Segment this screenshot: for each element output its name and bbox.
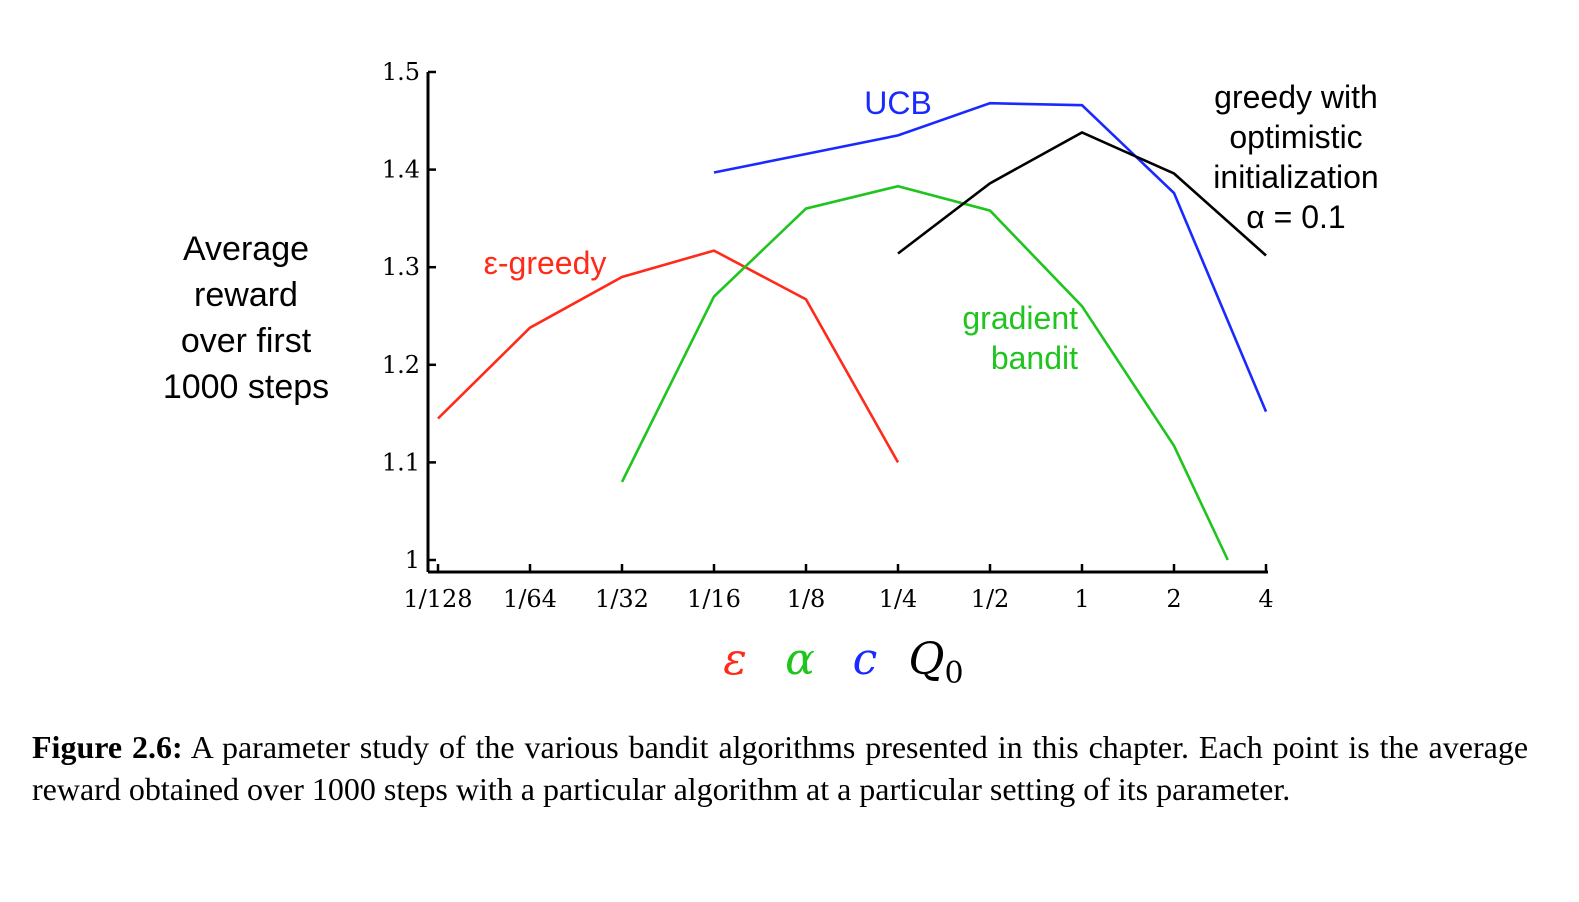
y-tick-label: 1.3 xyxy=(382,253,420,281)
series-labels: ε-greedy UCB gradient bandit greedy with opti… xyxy=(484,79,1379,376)
series-label-line: α = 0.1 xyxy=(1246,199,1345,235)
parameter-symbol-glyph: ε xyxy=(723,634,747,685)
y-axis-label-line: over first xyxy=(181,322,312,360)
parameter-symbol-0: ε xyxy=(723,634,747,685)
y-tick-label: 1 xyxy=(405,546,420,574)
y-tick-label: 1.2 xyxy=(382,351,420,379)
parameter-symbol-3: Q0 xyxy=(908,634,963,691)
series-label-line: gradient xyxy=(962,300,1078,336)
axes: 1 1.1 1.2 1.3 1.4 1.5 1/128 1/64 1/32 1/16 1/8 1/4 1… xyxy=(382,58,1274,613)
series-label-1: UCB xyxy=(864,85,932,121)
series-label-0: ε-greedy xyxy=(484,245,607,281)
parameter-symbol-glyph: α xyxy=(785,634,815,685)
series-label-line: initialization xyxy=(1213,159,1378,195)
series-label-line: bandit xyxy=(991,340,1078,376)
x-tick-label: 2 xyxy=(1166,585,1181,613)
series-label-line: ε-greedy xyxy=(484,245,607,281)
parameter-symbol-glyph: c xyxy=(853,634,878,685)
y-axis-label-line: Average xyxy=(183,230,309,268)
parameter-symbol-glyph: Q xyxy=(908,634,944,685)
caption-text: A parameter study of the various bandit … xyxy=(32,729,1529,807)
y-tick-label: 1.1 xyxy=(382,448,420,476)
x-tick-label: 4 xyxy=(1258,585,1273,613)
x-tick-label: 1/8 xyxy=(787,585,826,613)
y-axis-label-line: reward xyxy=(194,276,298,314)
x-tick-label: 1/2 xyxy=(971,585,1010,613)
x-tick-label: 1 xyxy=(1074,585,1089,613)
series-lines xyxy=(437,101,1268,561)
parameter-symbol-1: α xyxy=(785,634,815,685)
caption-label: Figure 2.6: xyxy=(32,729,183,765)
series-line-2 xyxy=(620,184,1229,561)
parameter-symbol-2: c xyxy=(853,634,878,685)
parameter-symbol-subscript: 0 xyxy=(944,656,963,691)
series-line-3 xyxy=(897,131,1267,257)
y-axis-label: Average reward over first 1000 steps xyxy=(163,230,329,406)
series-line-0 xyxy=(437,249,900,464)
x-tick-label: 1/16 xyxy=(687,585,741,613)
series-label-3: greedy with optimistic initialization α = 0… xyxy=(1213,79,1378,235)
y-axis-label-text: Average reward over first 1000 steps xyxy=(163,230,329,406)
series-label-line: optimistic xyxy=(1229,119,1362,155)
series-line-1 xyxy=(713,101,1268,413)
y-axis-label-line: 1000 steps xyxy=(163,368,329,406)
x-tick-label: 1/64 xyxy=(503,585,557,613)
parameter-symbols: ε α c Q0 xyxy=(723,634,963,691)
parameter-study-chart: 1 1.1 1.2 1.3 1.4 1.5 1/128 1/64 1/32 1/16 1/8 1/4 1… xyxy=(163,58,1379,691)
x-tick-label: 1/4 xyxy=(879,585,918,613)
y-tick-label: 1.4 xyxy=(382,156,420,184)
series-label-line: greedy with xyxy=(1214,79,1378,115)
series-label-line: UCB xyxy=(864,85,932,121)
y-tick-label: 1.5 xyxy=(382,58,420,86)
x-tick-label: 1/128 xyxy=(403,585,472,613)
series-label-2: gradient bandit xyxy=(962,300,1078,376)
figure-caption: Figure 2.6: A parameter study of the var… xyxy=(32,726,1528,810)
x-tick-label: 1/32 xyxy=(595,585,649,613)
